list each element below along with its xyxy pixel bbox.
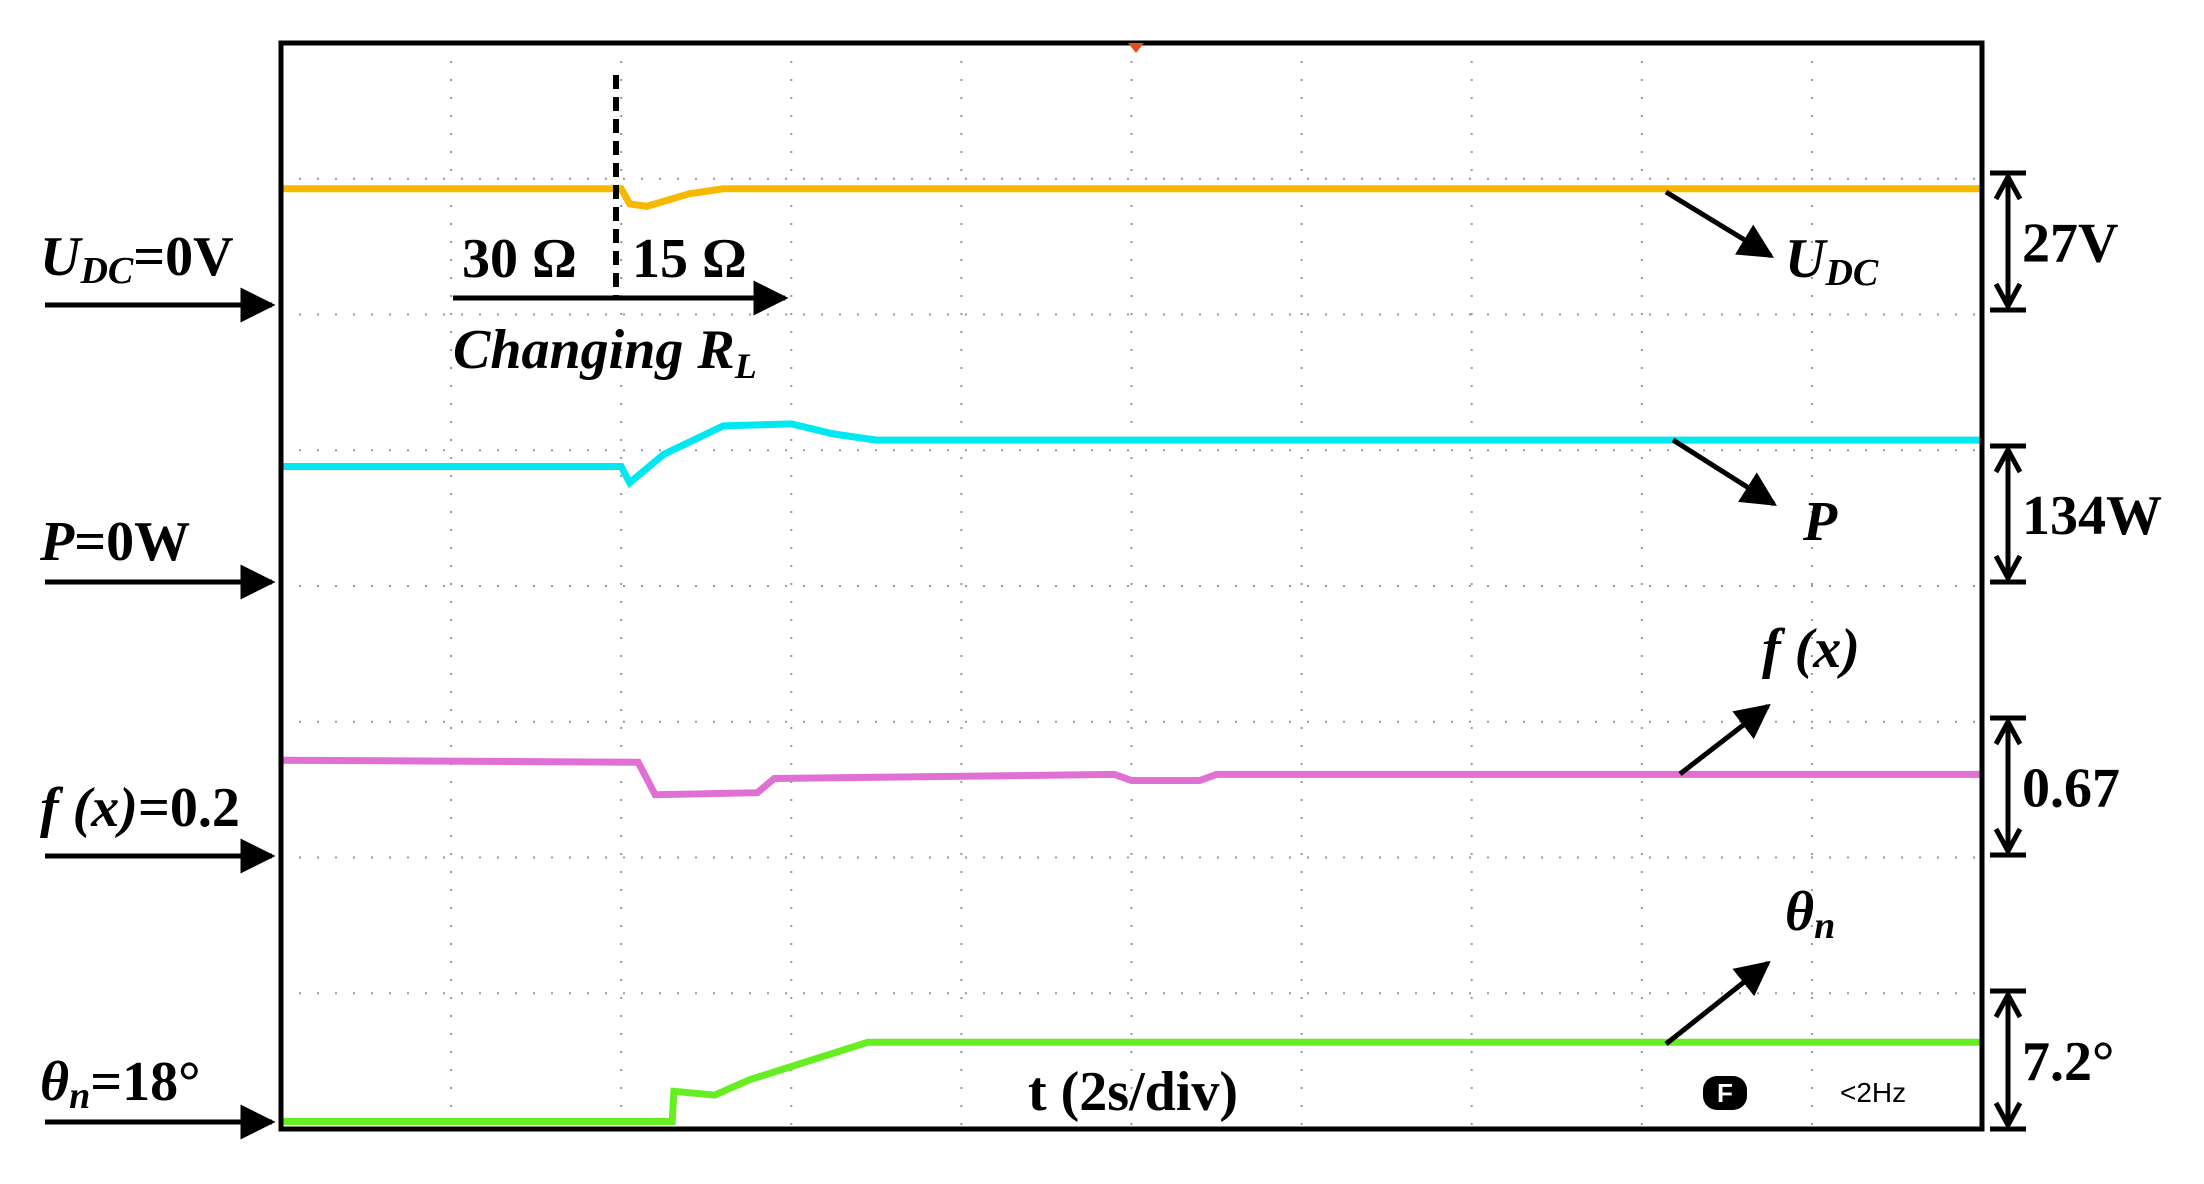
grid <box>280 43 1983 1129</box>
scale-label: 0.67 <box>2022 758 2120 820</box>
channel-zero-label: UDC=0V <box>40 226 234 292</box>
scale-bracket <box>1990 715 2026 858</box>
legend-label: UDC <box>1785 228 1879 294</box>
trace <box>281 420 1982 489</box>
scale-label: 27V <box>2022 213 2118 275</box>
trace <box>281 1038 1982 1125</box>
trace-arrow <box>1664 960 1771 1046</box>
legend-label: θn <box>1785 881 1835 947</box>
scale-bracket <box>1990 170 2026 313</box>
load-label: Changing RL <box>453 319 757 386</box>
legend-label: P <box>1802 491 1838 553</box>
trace-arrow <box>1671 437 1777 507</box>
scope-filter: <2Hz <box>1840 1077 1906 1108</box>
channel-zero-label: P=0W <box>39 511 190 573</box>
traces <box>280 185 1982 1125</box>
x-axis-label: t (2s/div) <box>1028 1061 1238 1123</box>
scope-icon: F <box>1717 1078 1733 1108</box>
channel-zero-label: f (x)=0.2 <box>40 777 240 839</box>
channel-zero-label: θn=18° <box>40 1051 201 1117</box>
load-after: 15 Ω <box>632 228 747 290</box>
scale-label: 134W <box>2022 485 2162 547</box>
scale-bracket <box>1990 988 2026 1132</box>
trace <box>281 185 1982 210</box>
load-before: 30 Ω <box>462 228 577 290</box>
legend-label: f (x) <box>1762 618 1860 680</box>
annotations: UDC=0V 27V UDC P=0W 134W Pf (x)=0.2 0.67 f (x) θ… <box>39 170 2162 1140</box>
scale-bracket <box>1990 443 2026 585</box>
trace-arrow <box>1678 703 1771 776</box>
trace-arrow <box>1664 189 1774 259</box>
scale-label: 7.2° <box>2022 1031 2114 1093</box>
scope-icon-box <box>1703 1076 1747 1110</box>
trace <box>280 756 1982 799</box>
trigger-marker <box>1128 43 1144 53</box>
